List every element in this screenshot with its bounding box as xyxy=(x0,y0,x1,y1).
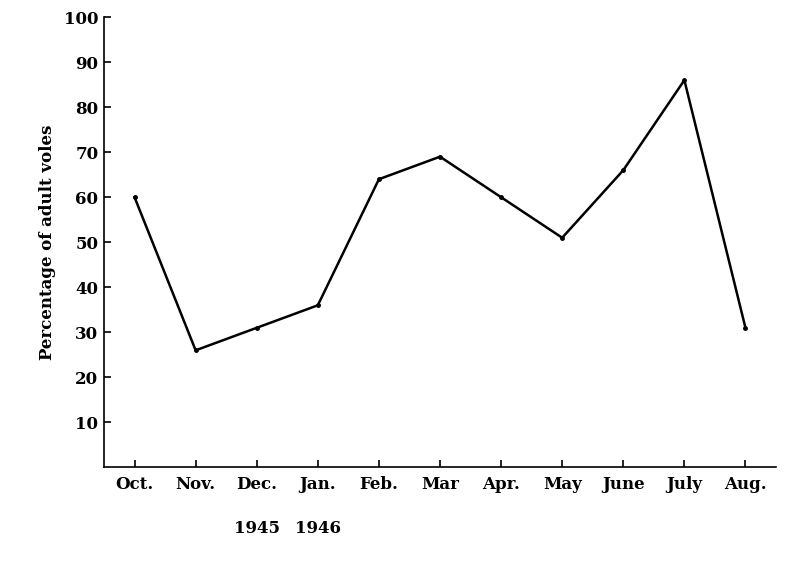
Text: 1945: 1945 xyxy=(234,520,280,537)
Text: 1946: 1946 xyxy=(295,520,341,537)
Y-axis label: Percentage of adult voles: Percentage of adult voles xyxy=(38,125,56,360)
